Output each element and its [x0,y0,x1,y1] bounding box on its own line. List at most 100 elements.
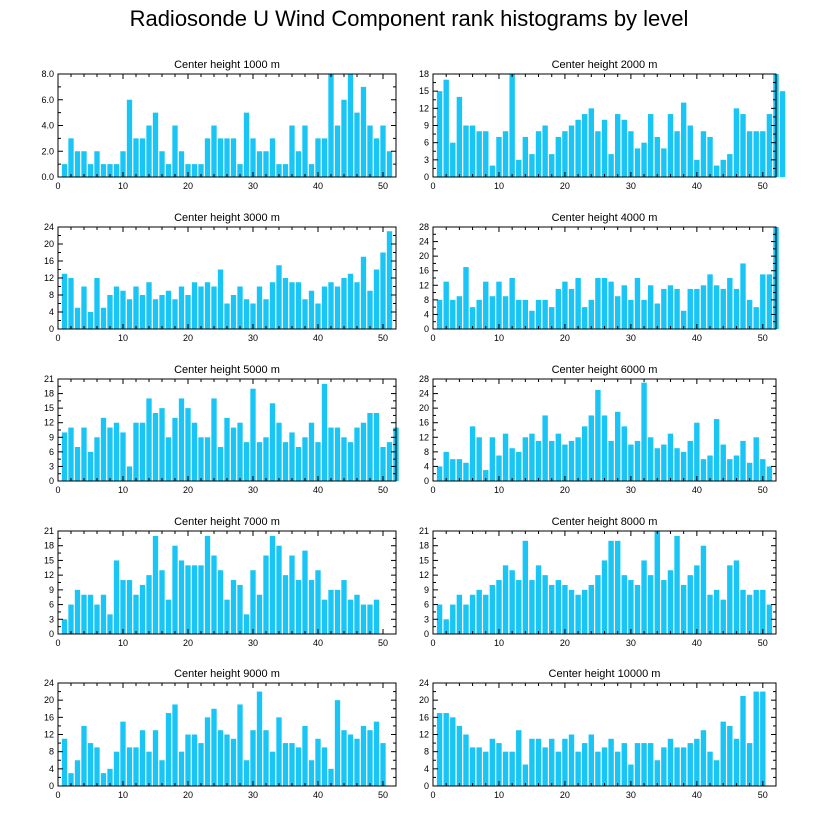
bar [367,290,373,329]
bar [680,747,687,787]
bar [588,108,595,177]
bar [542,575,548,634]
bar [568,734,575,786]
bar [535,131,542,177]
bar [146,575,152,634]
bar [230,138,237,178]
bar [608,154,614,177]
bar [321,747,328,787]
bar [535,299,542,329]
bar [334,700,341,786]
bar [61,273,68,329]
bar [450,299,456,329]
bar [463,734,469,786]
x-tick-label: 30 [248,333,258,343]
bar [250,730,256,786]
bar [700,459,707,481]
bar [172,704,178,786]
y-tick-label: 16 [44,712,54,722]
bar [354,112,360,178]
bar [139,584,146,634]
bar [588,734,595,786]
bar [529,154,535,177]
bar [185,565,191,634]
bar [146,398,152,481]
bar [614,411,621,481]
bar [276,717,282,786]
y-tick-label: 28 [419,222,429,232]
bar [588,299,595,329]
bar [727,459,733,481]
bar [315,442,321,481]
bar [68,138,74,178]
panel-3: Center height 3000 m 0 10 20 30 40 50 0 4 8 12 16 20… [44,212,397,343]
bar [469,594,476,634]
bar [172,125,178,177]
x-tick-label: 30 [248,181,258,191]
bar [295,282,302,329]
bar [595,278,601,329]
bar [94,151,100,177]
bar [700,545,707,634]
x-tick-label: 0 [55,638,60,648]
y-tick-label: 12 [44,730,54,740]
x-tick-label: 40 [692,638,702,648]
bar [608,281,614,329]
bar [502,296,509,329]
bar [256,442,263,481]
bar [746,462,753,481]
bar [456,459,463,481]
bar [74,760,81,786]
bar [237,286,243,329]
bar [178,286,185,329]
bar [146,125,152,177]
bar [373,721,380,787]
bar [386,231,393,329]
bar [100,594,107,634]
bar [608,738,614,786]
bar [165,164,172,178]
bar [661,288,667,329]
bar [347,273,354,329]
bar [367,413,373,481]
bar [295,747,302,787]
bar [707,594,713,634]
x-tick-label: 10 [118,638,128,648]
x-tick-label: 20 [183,333,193,343]
bar [191,565,198,634]
bar [243,299,250,329]
panel-title: Center height 9000 m [174,668,280,680]
bar [647,437,654,481]
bar [694,159,700,177]
y-tick-label: 15 [44,555,54,565]
bar [522,299,529,329]
x-tick-label: 10 [494,181,504,191]
bar [269,403,276,481]
bar [172,299,178,329]
y-tick-label: 21 [44,374,54,384]
bar [733,455,740,481]
bar [549,307,555,329]
bar [516,580,522,634]
bar [687,575,693,634]
bar [647,285,654,329]
panel-1: Center height 1000 m 0 10 20 30 40 50 0.0 2.0 4.0… [41,59,397,191]
bar [489,738,496,786]
x-tick-label: 10 [118,790,128,800]
bar [341,99,347,177]
x-tick-label: 40 [313,485,323,495]
bar [463,267,469,329]
bar [753,437,759,481]
bar [483,281,489,329]
bar [601,560,608,634]
bar [263,555,269,634]
panel-7: Center height 7000 m 0 10 20 30 40 50 0 3 6 9 12 15 1… [44,516,397,648]
y-tick-label: 9 [49,585,54,595]
y-tick-label: 24 [44,222,54,232]
bar [315,303,321,329]
x-tick-label: 0 [55,485,60,495]
bar [733,738,740,786]
bar [100,417,107,481]
bar [760,691,766,786]
